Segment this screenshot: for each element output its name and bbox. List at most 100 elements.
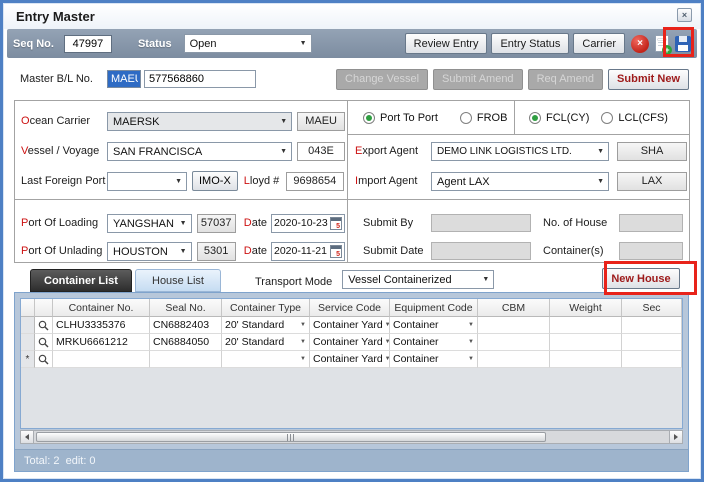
voyage-input[interactable] [297, 141, 345, 161]
loading-date-input[interactable] [274, 217, 330, 229]
master-bl-number-input[interactable] [143, 70, 256, 88]
seq-no-input[interactable] [63, 34, 112, 53]
container-grid: Container No. Seal No. Container Type Se… [20, 298, 683, 429]
lookup-cell[interactable] [35, 351, 53, 368]
cell-container-type-select[interactable]: 20' Standard [222, 317, 310, 334]
port-of-loading-code: 57037 [196, 213, 236, 233]
cell-weight[interactable] [550, 351, 622, 368]
fcl-radio[interactable] [529, 112, 541, 124]
group-horizontal-divider [15, 199, 689, 200]
cell-seal-no[interactable] [150, 351, 222, 368]
table-row[interactable]: CLHU3335376 CN6882403 20' Standard Conta… [21, 317, 682, 334]
col-container-no[interactable]: Container No. [53, 299, 150, 317]
cell-equipment-code-select[interactable]: Container [390, 351, 478, 368]
tab-container-list[interactable]: Container List [30, 269, 132, 292]
cell-cbm[interactable] [478, 351, 550, 368]
cell-seal-no[interactable]: CN6884050 [150, 334, 222, 351]
cell-equipment-code-select[interactable]: Container [390, 334, 478, 351]
entry-status-button[interactable]: Entry Status [491, 33, 570, 54]
port-of-unlading-code: 5301 [196, 241, 236, 261]
ocean-carrier-select[interactable]: MAERSK [107, 111, 293, 131]
col-cbm[interactable]: CBM [478, 299, 550, 317]
table-row-new[interactable]: * Container Yard Container [21, 351, 682, 368]
tab-house-list[interactable]: House List [135, 269, 221, 292]
status-label: Status [137, 37, 172, 50]
cell-container-no[interactable]: CLHU3335376 [53, 317, 150, 334]
export-agent-select[interactable]: DEMO LINK LOGISTICS LTD. [431, 141, 609, 161]
master-bl-prefix-input[interactable] [106, 70, 141, 88]
submit-new-button[interactable]: Submit New [608, 68, 689, 90]
col-weight[interactable]: Weight [550, 299, 622, 317]
cell-cbm[interactable] [478, 317, 550, 334]
status-select[interactable]: Open [183, 34, 312, 53]
col-equipment-code[interactable]: Equipment Code [390, 299, 478, 317]
cell-sec[interactable] [622, 351, 682, 368]
scrollbar-thumb[interactable] [36, 432, 546, 442]
title-bar: Entry Master [4, 4, 700, 29]
port-of-loading-select[interactable]: YANGSHAN [107, 213, 192, 233]
row-selector[interactable] [21, 317, 35, 334]
port-of-unlading-select[interactable]: HOUSTON [107, 241, 192, 261]
frob-label: FROB [476, 112, 508, 124]
unlading-date-input[interactable] [274, 245, 330, 257]
cell-sec[interactable] [622, 317, 682, 334]
grid-status-bar: Total: 2 edit: 0 [15, 449, 688, 471]
submit-amend-button: Submit Amend [433, 68, 523, 90]
carrier-button[interactable]: Carrier [573, 33, 625, 54]
imo-x-button[interactable]: IMO-X [192, 171, 238, 191]
master-bl-label: Master B/L No. [20, 73, 93, 85]
col-service-code[interactable]: Service Code [310, 299, 390, 317]
cell-equipment-code-select[interactable]: Container [390, 317, 478, 334]
cell-cbm[interactable] [478, 334, 550, 351]
scroll-right-arrow[interactable] [669, 431, 682, 443]
export-agent-label: Export Agent [355, 145, 418, 157]
port-unlading-row: Port Of Unlading HOUSTON 5301 Date [21, 241, 345, 261]
submit-date-row: Submit Date Container(s) [363, 241, 687, 261]
cell-container-type-select[interactable]: 20' Standard [222, 334, 310, 351]
lookup-header [35, 299, 53, 317]
col-container-type[interactable]: Container Type [222, 299, 310, 317]
submit-by-row: Submit By No. of House [363, 213, 687, 233]
col-sec[interactable]: Sec [622, 299, 682, 317]
frob-radio[interactable] [459, 112, 472, 124]
lookup-cell[interactable] [35, 317, 53, 334]
new-document-button[interactable] [655, 34, 672, 55]
cell-sec[interactable] [622, 334, 682, 351]
horizontal-scrollbar[interactable] [20, 430, 683, 444]
cell-seal-no[interactable]: CN6882403 [150, 317, 222, 334]
magnifier-icon[interactable] [38, 354, 49, 365]
cell-service-code-select[interactable]: Container Yard [310, 334, 390, 351]
magnifier-icon[interactable] [38, 337, 49, 348]
magnifier-icon[interactable] [38, 320, 49, 331]
calendar-icon[interactable] [330, 244, 342, 258]
cell-container-no[interactable]: MRKU6661212 [53, 334, 150, 351]
import-agent-select[interactable]: Agent LAX [431, 171, 609, 191]
lloyd-input[interactable] [285, 171, 344, 191]
new-row-marker[interactable]: * [21, 351, 35, 368]
scroll-left-arrow[interactable] [21, 431, 34, 443]
calendar-icon[interactable] [330, 216, 342, 230]
import-agent-code: LAX [617, 171, 687, 191]
lookup-cell[interactable] [35, 334, 53, 351]
vessel-select[interactable]: SAN FRANCISCA [107, 141, 292, 161]
lcl-radio[interactable] [601, 112, 614, 124]
cell-container-no[interactable] [53, 351, 150, 368]
close-icon[interactable] [677, 8, 692, 22]
transport-mode-select[interactable]: Vessel Containerized [342, 270, 495, 289]
port-to-port-radio[interactable] [363, 112, 375, 124]
port-of-unlading-label: Port Of Unlading [21, 245, 103, 257]
cell-container-type-select[interactable] [222, 351, 310, 368]
cell-service-code-select[interactable]: Container Yard [310, 351, 390, 368]
row-selector[interactable] [21, 334, 35, 351]
table-row[interactable]: MRKU6661212 CN6884050 20' Standard Conta… [21, 334, 682, 351]
last-foreign-port-select[interactable] [107, 171, 187, 191]
cell-weight[interactable] [550, 334, 622, 351]
cell-service-code-select[interactable]: Container Yard [310, 317, 390, 334]
cell-weight[interactable] [550, 317, 622, 334]
col-seal-no[interactable]: Seal No. [150, 299, 222, 317]
new-house-button[interactable]: New House [602, 268, 680, 289]
save-button[interactable] [675, 34, 691, 54]
delete-button[interactable] [631, 34, 649, 54]
review-entry-button[interactable]: Review Entry [404, 33, 488, 54]
